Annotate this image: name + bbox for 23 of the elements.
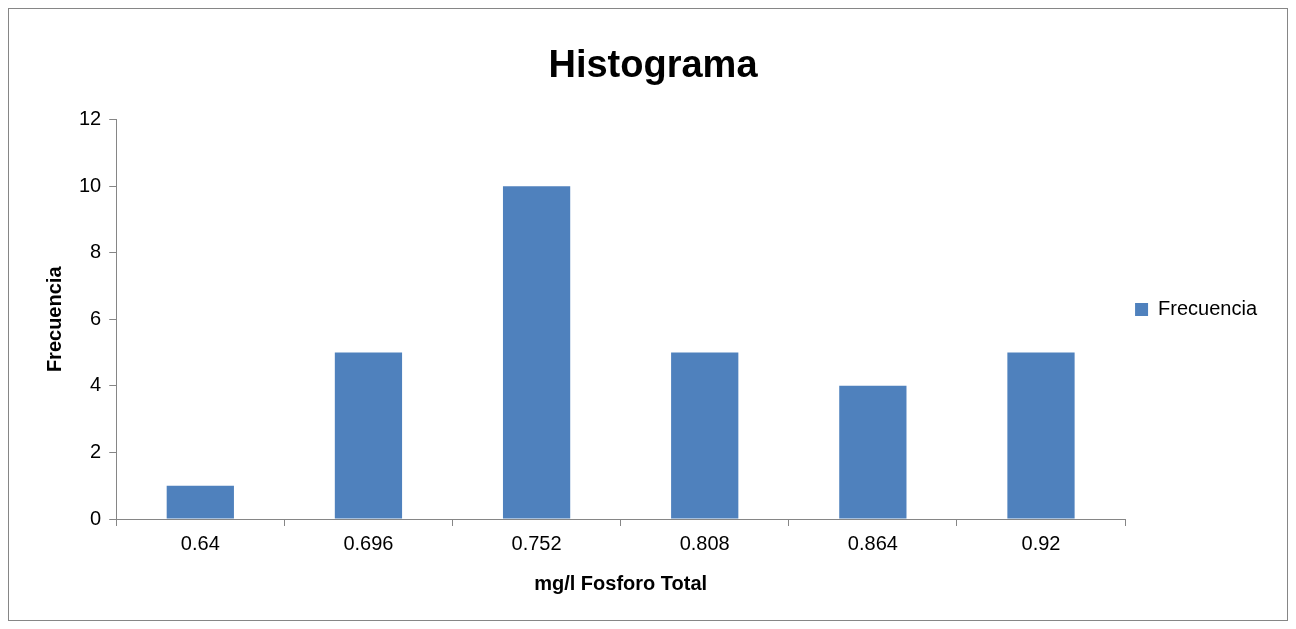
legend-label: Frecuencia bbox=[1158, 297, 1258, 320]
y-axis-title: Frecuencia bbox=[42, 265, 65, 373]
y-tick-label: 0 bbox=[90, 506, 102, 529]
bar bbox=[1007, 352, 1075, 519]
y-tick-label: 10 bbox=[79, 173, 102, 196]
x-tick-label: 0.808 bbox=[679, 531, 730, 554]
y-tick-label: 12 bbox=[79, 107, 102, 130]
y-tick-label: 6 bbox=[90, 306, 102, 329]
bar bbox=[671, 352, 739, 519]
x-axis-title: mg/l Fosforo Total bbox=[534, 571, 708, 594]
bar bbox=[839, 385, 907, 519]
chart-title: Histograma bbox=[548, 43, 759, 86]
x-tick-label: 0.752 bbox=[511, 531, 562, 554]
x-tick-label: 0.92 bbox=[1021, 531, 1061, 554]
y-tick-label: 2 bbox=[90, 439, 102, 462]
bar bbox=[502, 186, 571, 519]
x-tick-label: 0.864 bbox=[847, 531, 898, 554]
bar bbox=[334, 352, 403, 519]
y-tick-label: 8 bbox=[90, 240, 102, 263]
x-tick-label: 0.64 bbox=[180, 531, 220, 554]
bar bbox=[166, 485, 234, 519]
x-tick-label: 0.696 bbox=[343, 531, 394, 554]
y-tick-label: 4 bbox=[90, 373, 102, 396]
